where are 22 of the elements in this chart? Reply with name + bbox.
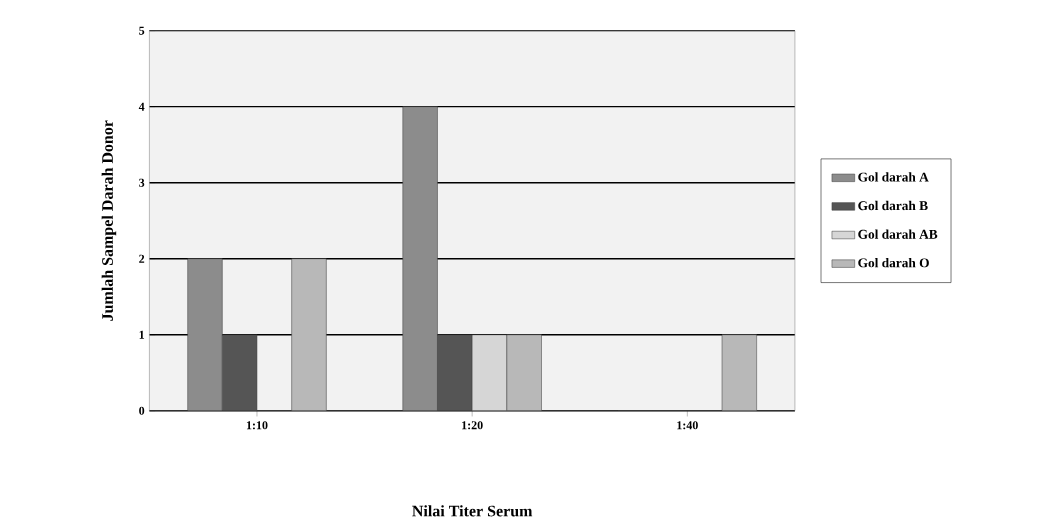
y-tick-label: 1 <box>139 330 145 339</box>
x-tick-label: 1:10 <box>246 421 268 430</box>
bar <box>187 258 223 411</box>
y-tick-label: 3 <box>139 178 145 187</box>
legend-label: Gol darah A <box>858 172 929 182</box>
bar <box>222 334 258 411</box>
legend-label: Gol darah O <box>858 257 929 268</box>
bar <box>291 258 327 411</box>
bar <box>437 334 473 411</box>
y-axis-title: Jumlah Sampel Darah Donor <box>101 120 117 321</box>
y-tick-label: 4 <box>138 102 145 111</box>
y-tick-label: 2 <box>139 254 145 263</box>
bar <box>471 334 508 411</box>
x-tick-label: 1:20 <box>462 421 483 430</box>
x-tick-label: 1:40 <box>677 421 698 430</box>
legend-label: Gol darah AB <box>858 229 938 239</box>
legend-label: Gol darah B <box>858 200 928 211</box>
x-axis-title: Nilai Titer Serum <box>412 505 533 517</box>
bar <box>721 334 757 411</box>
bar <box>402 106 438 411</box>
y-tick-label: 0 <box>139 406 145 415</box>
y-tick-label: 5 <box>139 26 145 35</box>
